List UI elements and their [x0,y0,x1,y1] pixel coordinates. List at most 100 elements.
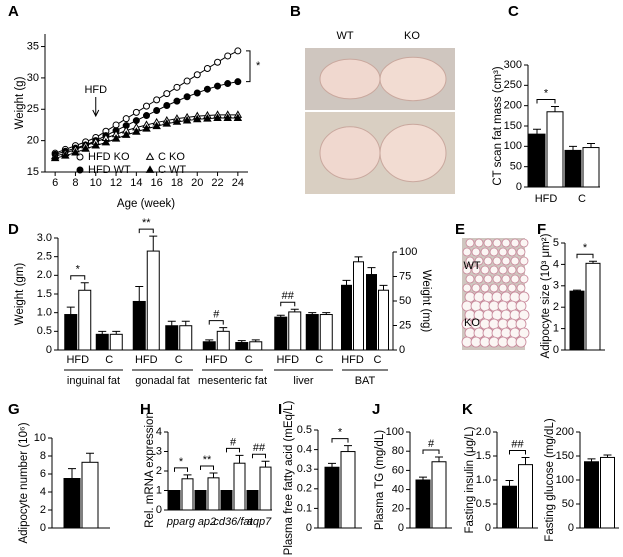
photo-detail [501,256,511,266]
bar [324,466,340,529]
image-label: KO [464,317,480,329]
bar [132,300,146,351]
bracket [280,301,296,307]
photo-detail [464,291,476,303]
axis-title: Weight (mg) [420,270,432,333]
y-tick-label: 2 [156,465,162,477]
x-tick-label: ap2 [198,516,216,528]
error-bar [209,472,218,478]
photo-detail [473,291,485,303]
y-tick-label: 1 [553,323,559,335]
point [121,130,131,138]
photo-detail [473,327,485,339]
annotation: ## [282,290,295,302]
series-line [54,50,239,154]
error-bar [80,282,89,291]
panel-letter: C [508,3,519,20]
point [50,153,60,162]
x-tick-label: C [175,354,183,366]
point [162,119,172,127]
photo-detail [488,336,500,348]
photo-detail [507,247,517,257]
bar [259,466,272,511]
photo-detail [509,309,521,321]
photo-detail [492,238,502,248]
photo-detail [500,327,512,339]
point [203,114,212,122]
photo-detail [474,256,484,266]
y-tick-label: 4 [40,486,46,498]
bar [353,261,364,351]
photo-detail [500,309,512,321]
y-tick-label: 0.5 [37,325,52,337]
photo-detail [482,291,494,303]
error-bar [533,128,541,135]
point [214,58,222,66]
y-tick-label: 200 [556,426,574,438]
photo-detail [471,283,481,293]
annotation: * [179,456,184,468]
y-tick-label: 30 [27,72,39,84]
bracket [422,449,440,454]
photo-detail [474,274,484,284]
point [153,107,161,115]
panel-letter: J [372,401,380,418]
axis-title: Adipocyte size (10³ μm²) [540,233,552,358]
legend-label: C KO [158,151,185,163]
y-tick-label: 0.5 [297,424,312,436]
bar [585,262,601,351]
point [214,82,222,90]
axis-title: Weight (gm) [14,263,26,326]
photo-detail [492,274,502,284]
point [203,65,211,72]
bar [78,289,92,351]
y-tick-label: 8 [40,450,46,462]
y-tick-label: 0 [485,522,491,534]
x-tick-label: 10 [90,177,102,189]
x-tick-label: 24 [232,177,244,189]
point [192,114,202,123]
bar [600,456,615,529]
photo-detail [462,247,472,257]
x-tick-label: 14 [130,177,142,189]
point [143,102,150,110]
photo-detail [489,247,499,257]
bar [207,477,220,511]
point [234,78,242,86]
photo-detail [518,291,530,303]
y-tick-label: 25 [399,319,411,331]
photo-detail [491,309,503,321]
y-tick-label: 0 [568,522,574,534]
point [112,121,120,129]
point [233,113,243,121]
point [183,77,191,85]
x-tick-label: 12 [110,177,122,189]
y-tick-label: 35 [27,40,39,52]
photo-detail [506,336,518,348]
photo-detail [379,56,447,102]
y-tick-label: 0 [306,522,312,534]
error-bar [344,445,352,452]
photo-detail [506,318,518,330]
bracket [70,275,86,280]
x-tick-label: C [374,354,382,366]
photo-detail [500,291,512,303]
x-tick-label: HFD [276,354,299,366]
bar [249,341,263,351]
bar [194,490,207,511]
axis-title: Plasma free fatty acid (mEq/L) [283,400,295,555]
photo-detail [479,300,491,312]
photo-detail [507,283,517,293]
point [153,96,161,104]
y-tick-label: 1 [156,484,162,496]
bar [235,342,249,351]
point [224,52,232,60]
legend-label: HFD WT [88,164,131,176]
bar [569,290,585,351]
photo-detail [498,247,508,257]
error-bar [587,458,596,462]
bracket [208,320,224,325]
bar [181,478,194,511]
x-tick-label: C [315,354,323,366]
